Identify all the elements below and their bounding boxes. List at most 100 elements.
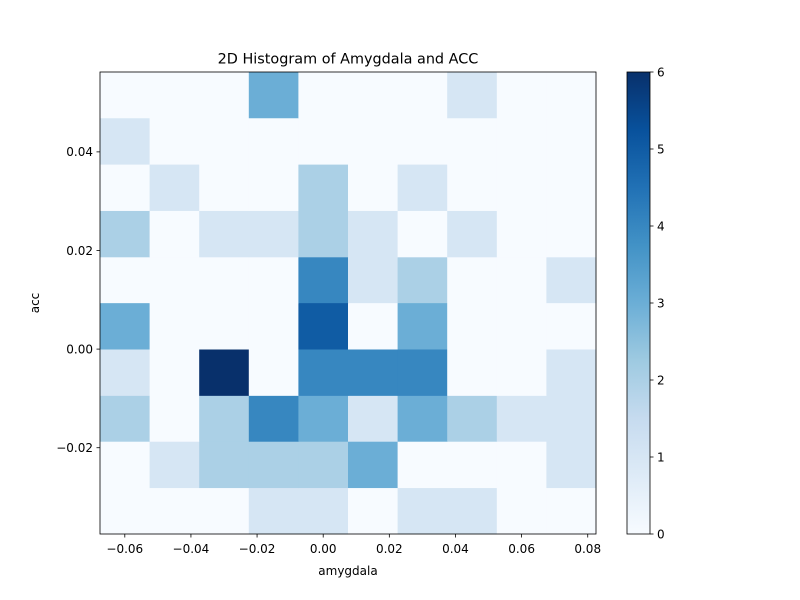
heatmap-cell <box>149 441 200 489</box>
colorbar-tick-label: 5 <box>657 142 665 156</box>
heatmap-cell <box>348 210 398 258</box>
heatmap-cell <box>248 441 299 489</box>
heatmap-cell <box>199 441 250 489</box>
x-axis-label: amygdala <box>318 564 377 578</box>
heatmap-cell <box>496 441 547 489</box>
heatmap-cell <box>496 302 547 350</box>
heatmap-cell <box>298 349 349 396</box>
heatmap-cell <box>248 72 299 119</box>
heatmap-cell <box>100 117 150 165</box>
heatmap-cell <box>100 395 150 442</box>
heatmap-cell <box>546 349 597 396</box>
heatmap-cell <box>496 349 547 396</box>
heatmap-cell <box>149 302 200 350</box>
y-tick-label: 0.02 <box>66 244 93 258</box>
heatmap-cell <box>447 256 498 304</box>
heatmap-cell <box>149 349 200 396</box>
x-tick-label: −0.02 <box>239 542 276 556</box>
heatmap-cell <box>397 302 448 350</box>
heatmap-cell <box>149 117 200 165</box>
heatmap-cell <box>348 395 398 442</box>
y-tick-label: 0.00 <box>66 342 93 356</box>
heatmap-cell <box>149 487 200 535</box>
heatmap-cell <box>546 302 597 350</box>
colorbar-tick-label: 4 <box>657 219 665 233</box>
heatmap-cell <box>199 487 250 535</box>
heatmap-cell <box>298 441 349 489</box>
heatmap-cell <box>149 210 200 258</box>
heatmap-cell <box>100 441 150 489</box>
heatmap-cell <box>546 441 597 489</box>
heatmap-cell <box>397 72 448 119</box>
chart-title: 2D Histogram of Amygdala and ACC <box>218 52 479 68</box>
heatmap-cell <box>348 72 398 119</box>
heatmap-cell <box>397 395 448 442</box>
heatmap-cell <box>496 395 547 442</box>
heatmap-cell <box>397 256 448 304</box>
heatmap-cell <box>348 164 398 211</box>
heatmap-cell <box>447 395 498 442</box>
heatmap-cell <box>298 256 349 304</box>
heatmap-cells <box>100 72 597 535</box>
heatmap-cell <box>496 72 547 119</box>
heatmap-cell <box>199 210 250 258</box>
x-tick-label: 0.08 <box>574 542 601 556</box>
heatmap-cell <box>100 349 150 396</box>
heatmap-cell <box>447 441 498 489</box>
heatmap-cell <box>248 164 299 211</box>
x-tick-label: 0.02 <box>376 542 403 556</box>
heatmap-cell <box>546 487 597 535</box>
colorbar-axis: 0 1 2 3 4 5 6 <box>650 65 665 541</box>
heatmap-cell <box>199 72 250 119</box>
heatmap-cell <box>149 256 200 304</box>
heatmap-cell <box>546 395 597 442</box>
colorbar-tick-label: 0 <box>657 527 665 541</box>
plot-frame <box>99 71 597 535</box>
y-tick-label: 0.04 <box>66 145 93 159</box>
heatmap-cell <box>348 256 398 304</box>
x-tick-label: −0.06 <box>106 542 143 556</box>
heatmap-cell <box>298 72 349 119</box>
heatmap-cell <box>447 487 498 535</box>
heatmap-cell <box>149 72 200 119</box>
heatmap-cell <box>397 349 448 396</box>
colorbar-tick-label: 6 <box>657 65 665 79</box>
heatmap-cell <box>348 117 398 165</box>
x-tick-label: 0.06 <box>508 542 535 556</box>
heatmap-cell <box>100 302 150 350</box>
heatmap-cell <box>100 256 150 304</box>
heatmap-cell <box>348 441 398 489</box>
heatmap-cell <box>447 302 498 350</box>
heatmap-cell <box>248 302 299 350</box>
heatmap-cell <box>397 487 448 535</box>
heatmap-cell <box>298 302 349 350</box>
heatmap-cell <box>496 117 547 165</box>
heatmap-cell <box>496 256 547 304</box>
heatmap-cell <box>298 210 349 258</box>
heatmap-cell <box>546 210 597 258</box>
colorbar <box>626 71 651 535</box>
heatmap-cell <box>100 72 150 119</box>
heatmap-cell <box>348 487 398 535</box>
heatmap-cell <box>298 395 349 442</box>
heatmap-cell <box>298 487 349 535</box>
heatmap-cell <box>298 117 349 165</box>
heatmap-cell <box>248 349 299 396</box>
colorbar-tick-label: 2 <box>657 373 665 387</box>
heatmap-cell <box>100 210 150 258</box>
heatmap-cell <box>248 117 299 165</box>
heatmap-cell <box>447 117 498 165</box>
heatmap-cell <box>199 302 250 350</box>
heatmap-cell <box>397 117 448 165</box>
heatmap-cell <box>447 349 498 396</box>
y-axis-label: acc <box>28 293 42 314</box>
heatmap-cell <box>149 164 200 211</box>
heatmap-cell <box>248 210 299 258</box>
heatmap-cell <box>100 164 150 211</box>
heatmap-cell <box>397 164 448 211</box>
heatmap-cell <box>546 117 597 165</box>
heatmap-cell <box>447 210 498 258</box>
heatmap-cell <box>100 487 150 535</box>
heatmap-cell <box>248 395 299 442</box>
x-tick-label: −0.04 <box>173 542 210 556</box>
